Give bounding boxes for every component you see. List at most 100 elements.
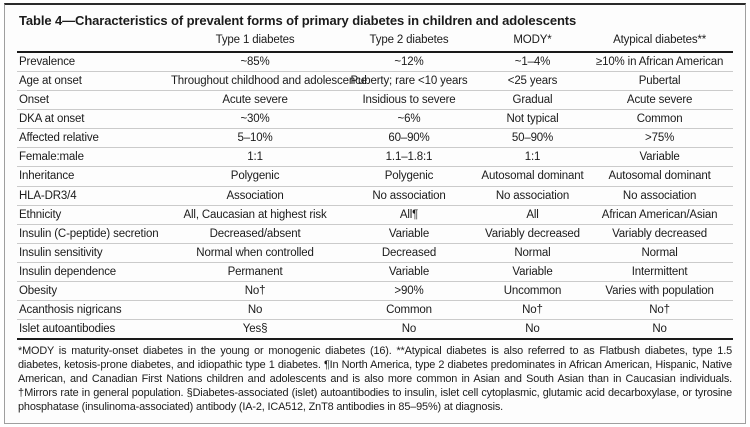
cell-atypical: Variably decreased bbox=[586, 224, 733, 244]
row-label: Female:male bbox=[17, 147, 171, 167]
cell-mody: No bbox=[478, 319, 587, 338]
cell-type2: No association bbox=[339, 186, 479, 206]
cell-type1: No† bbox=[170, 281, 340, 301]
row-label: Obesity bbox=[17, 281, 171, 301]
row-label: Acanthosis nigricans bbox=[17, 300, 171, 320]
row-label: Insulin dependence bbox=[17, 262, 171, 282]
cell-atypical: Autosomal dominant bbox=[586, 166, 733, 187]
cell-type2: ~12% bbox=[394, 56, 424, 68]
table-row-insulin-sensitivity: Insulin sensitivity Normal when controll… bbox=[17, 243, 733, 263]
cell-type1: 5–10% bbox=[170, 128, 340, 148]
cell-atypical: Pubertal bbox=[586, 71, 733, 91]
cell-atypical: Common bbox=[586, 109, 733, 129]
cell-type2: Variable bbox=[339, 224, 479, 244]
cell-mody: Variably decreased bbox=[478, 224, 587, 244]
cell-type1: Permanent bbox=[170, 262, 340, 282]
cell-type2: Polygenic bbox=[339, 166, 479, 187]
column-header-atypical: Atypical diabetes** bbox=[586, 30, 733, 53]
row-label: Islet autoantibodies bbox=[17, 319, 171, 338]
cell-type2: All¶ bbox=[339, 205, 479, 225]
table-row-prevalence: Prevalence ~85% ~12% ~1–4% ≥10% in Afric… bbox=[17, 52, 733, 72]
table-row-insulin-dependence: Insulin dependence Permanent Variable Va… bbox=[17, 262, 733, 282]
cell-atypical: ≥10% in African American bbox=[595, 56, 724, 68]
row-label: Age at onset bbox=[17, 71, 171, 91]
cell-type1: All, Caucasian at highest risk bbox=[170, 205, 340, 225]
table-row-female-male: Female:male 1:1 1.1–1.8:1 1:1 Variable bbox=[17, 147, 733, 167]
cell-atypical: No bbox=[586, 319, 733, 338]
row-label: Affected relative bbox=[17, 128, 171, 148]
table-row-insulin-c-peptide-secretion: Insulin (C-peptide) secretion Decreased/… bbox=[17, 224, 733, 244]
cell-type2: Puberty; rare <10 years bbox=[339, 71, 479, 91]
cell-atypical: African American/Asian bbox=[586, 205, 733, 225]
cell-mody: No† bbox=[478, 300, 587, 320]
diabetes-characteristics-table: Type 1 diabetes Type 2 diabetes MODY* At… bbox=[17, 30, 733, 338]
cell-type2: 60–90% bbox=[339, 128, 479, 148]
table-row-hla-dr34: HLA-DR3/4 Association No association No … bbox=[17, 186, 733, 206]
cell-type1: Yes§ bbox=[170, 319, 340, 338]
cell-type1: Throughout childhood and adolescence bbox=[170, 71, 367, 91]
row-label: Insulin sensitivity bbox=[17, 243, 171, 263]
cell-atypical: >75% bbox=[586, 128, 733, 148]
cell-type2: Insidious to severe bbox=[339, 90, 479, 110]
cell-type1: Polygenic bbox=[170, 166, 340, 187]
row-label: DKA at onset bbox=[17, 109, 171, 129]
cell-mody: All bbox=[478, 205, 587, 225]
cell-mody: 1:1 bbox=[478, 147, 587, 167]
column-header-type1: Type 1 diabetes bbox=[170, 30, 340, 53]
cell-type1: 1:1 bbox=[170, 147, 340, 167]
cell-mody: Autosomal dominant bbox=[478, 166, 587, 187]
cell-atypical: No association bbox=[586, 186, 733, 206]
cell-type2: Common bbox=[339, 300, 479, 320]
row-label: Insulin (C-peptide) secretion bbox=[17, 224, 171, 244]
cell-atypical: Varies with population bbox=[586, 281, 733, 301]
cell-atypical: Intermittent bbox=[586, 262, 733, 282]
cell-type1: ~30% bbox=[170, 109, 340, 129]
row-label: Onset bbox=[17, 90, 171, 110]
cell-type2: 1.1–1.8:1 bbox=[339, 147, 479, 167]
cell-type2: No bbox=[339, 319, 479, 338]
cell-atypical: Normal bbox=[586, 243, 733, 263]
row-label: HLA-DR3/4 bbox=[17, 186, 171, 206]
cell-type1: Normal when controlled bbox=[170, 243, 340, 263]
cell-type1: Decreased/absent bbox=[170, 224, 340, 244]
table-row-inheritance: Inheritance Polygenic Polygenic Autosoma… bbox=[17, 166, 733, 187]
cell-type2: Decreased bbox=[339, 243, 479, 263]
column-header-mody: MODY* bbox=[478, 30, 587, 53]
cell-mody: Gradual bbox=[478, 90, 587, 110]
cell-atypical: No† bbox=[586, 300, 733, 320]
cell-mody: 50–90% bbox=[478, 128, 587, 148]
cell-type1: Association bbox=[170, 186, 340, 206]
row-label: Inheritance bbox=[17, 166, 171, 187]
table-row-islet-autoantibodies: Islet autoantibodies Yes§ No No No bbox=[17, 319, 733, 338]
cell-type2: ~6% bbox=[339, 109, 479, 129]
cell-mody: Normal bbox=[478, 243, 587, 263]
header-row: Type 1 diabetes Type 2 diabetes MODY* At… bbox=[17, 30, 733, 53]
cell-type1: ~85% bbox=[240, 56, 270, 68]
table-container: Table 4—Characteristics of prevalent for… bbox=[4, 3, 746, 424]
table-row-affected-relative: Affected relative 5–10% 60–90% 50–90% >7… bbox=[17, 128, 733, 148]
cell-mody: <25 years bbox=[478, 71, 587, 91]
cell-type1: No bbox=[170, 300, 340, 320]
cell-atypical: Variable bbox=[586, 147, 733, 167]
cell-mody: ~1–4% bbox=[514, 56, 551, 68]
cell-atypical: Acute severe bbox=[586, 90, 733, 110]
column-header-blank bbox=[17, 30, 171, 53]
row-label: Ethnicity bbox=[17, 205, 171, 225]
row-label: Prevalence bbox=[19, 56, 76, 68]
cell-mody: No association bbox=[478, 186, 587, 206]
column-header-type2: Type 2 diabetes bbox=[339, 30, 479, 53]
cell-type2: >90% bbox=[339, 281, 479, 301]
cell-type1: Acute severe bbox=[170, 90, 340, 110]
cell-mody: Not typical bbox=[478, 109, 587, 129]
table-row-age-at-onset: Age at onset Throughout childhood and ad… bbox=[17, 71, 733, 91]
table-footnote: *MODY is maturity-onset diabetes in the … bbox=[17, 338, 733, 415]
table-row-onset: Onset Acute severe Insidious to severe G… bbox=[17, 90, 733, 110]
cell-mody: Variable bbox=[478, 262, 587, 282]
table-row-obesity: Obesity No† >90% Uncommon Varies with po… bbox=[17, 281, 733, 301]
table-title: Table 4—Characteristics of prevalent for… bbox=[19, 13, 577, 28]
cell-mody: Uncommon bbox=[478, 281, 587, 301]
table-row-dka-at-onset: DKA at onset ~30% ~6% Not typical Common bbox=[17, 109, 733, 129]
table-row-ethnicity: Ethnicity All, Caucasian at highest risk… bbox=[17, 205, 733, 225]
cell-type2: Variable bbox=[339, 262, 479, 282]
table-row-acanthosis-nigricans: Acanthosis nigricans No Common No† No† bbox=[17, 300, 733, 320]
